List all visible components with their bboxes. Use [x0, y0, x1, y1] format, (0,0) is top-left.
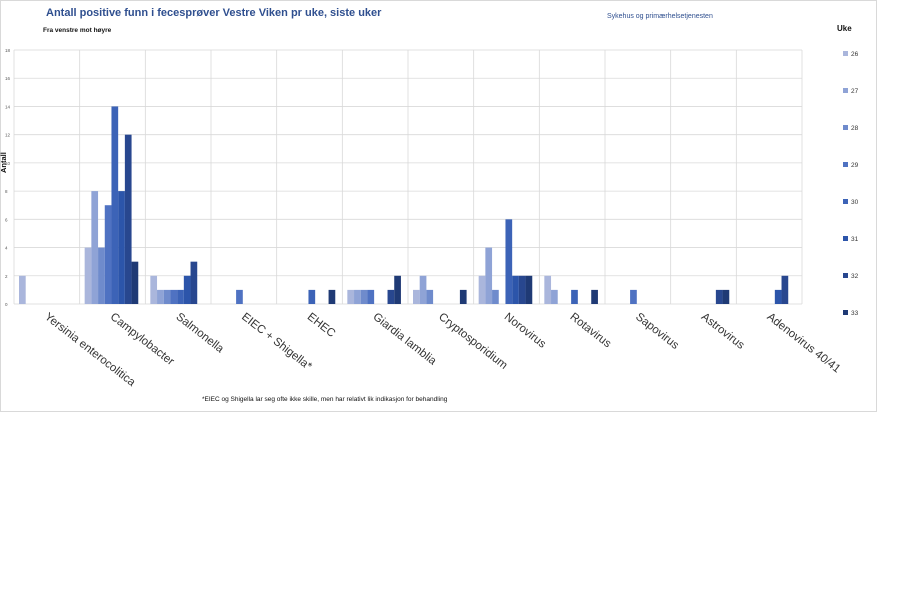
legend-title: Uke: [837, 24, 852, 33]
y-tick-label: 18: [5, 48, 11, 53]
bar: [571, 289, 578, 304]
y-tick-label: 10: [5, 161, 11, 166]
bar: [236, 289, 243, 304]
bar: [360, 289, 368, 304]
legend-label: 28: [851, 125, 859, 132]
legend-label: 27: [851, 88, 859, 95]
bar: [715, 289, 723, 304]
bar: [426, 289, 434, 304]
bar: [354, 289, 361, 304]
chart-title: Antall positive funn i fecesprøver Vestr…: [46, 7, 382, 19]
bar: [492, 289, 499, 304]
footnote: *EIEC og Shigella lar seg ofte ikke skil…: [202, 396, 448, 403]
category-label: Salmonella: [173, 311, 226, 356]
legend-swatch: [843, 199, 848, 204]
bar: [478, 275, 486, 304]
bar: [781, 275, 789, 304]
legend-swatch: [843, 51, 848, 56]
bar: [505, 219, 513, 304]
bar: [394, 275, 401, 304]
bar: [131, 261, 139, 304]
bar: [124, 134, 132, 304]
legend-label: 26: [851, 51, 859, 58]
bar: [525, 275, 533, 304]
legend-swatch: [843, 273, 848, 278]
bar: [367, 289, 375, 304]
bar: [84, 247, 92, 304]
bar: [170, 289, 178, 304]
legend-swatch: [843, 310, 848, 315]
category-label: Astrovirus: [699, 311, 747, 352]
legend-swatch: [843, 88, 848, 93]
y-tick-label: 8: [5, 189, 8, 194]
y-tick-label: 0: [5, 302, 8, 307]
bar: [190, 261, 198, 304]
bar: [774, 289, 782, 304]
bar: [177, 289, 184, 304]
legend-swatch: [843, 236, 848, 241]
category-label: EHEC: [305, 311, 338, 340]
bar: [591, 289, 598, 304]
bar: [98, 247, 105, 304]
bar: [163, 289, 171, 304]
legend-swatch: [843, 125, 848, 130]
bar: [722, 289, 730, 304]
legend-label: 31: [851, 236, 859, 243]
bar: [104, 205, 112, 304]
bar: [347, 289, 355, 304]
bar: [419, 275, 427, 304]
bar: [630, 289, 637, 304]
bar: [485, 247, 493, 304]
bar: [413, 289, 420, 304]
y-tick-label: 6: [5, 217, 8, 222]
y-tick-label: 12: [5, 133, 11, 138]
category-label: Rotavirus: [567, 311, 613, 351]
bar: [183, 275, 191, 304]
y-tick-label: 14: [5, 104, 11, 109]
legend-label: 33: [851, 310, 859, 317]
legend-swatch: [843, 162, 848, 167]
category-label: Cryptosporidium: [436, 311, 509, 372]
category-label: Adenovirus 40/41: [764, 311, 842, 376]
bar: [19, 275, 26, 304]
bar: [551, 289, 558, 304]
chart-subtitle: Fra venstre mot høyre: [43, 27, 112, 34]
category-label: Sapovirus: [633, 311, 681, 352]
y-tick-label: 16: [5, 76, 11, 81]
category-label: EIEC + Shigella*: [239, 311, 314, 373]
bar: [91, 191, 99, 304]
bar: [518, 275, 526, 304]
chart-frame: Antall positive funn i fecesprøver Vestr…: [0, 0, 877, 412]
category-label: Giardia lamblia: [370, 311, 438, 368]
org-label: Sykehus og primærhelsetjenesten: [607, 13, 713, 20]
bar: [459, 289, 467, 304]
bar: [308, 289, 316, 304]
bar: [512, 275, 519, 304]
legend-label: 29: [851, 162, 859, 169]
category-label: Campylobacter: [108, 311, 176, 368]
bar: [150, 275, 158, 304]
bar: [328, 289, 336, 304]
y-tick-label: 2: [5, 274, 8, 279]
bar: [387, 289, 395, 304]
bar: [118, 191, 125, 304]
bar: [157, 289, 164, 304]
bar: [111, 106, 119, 304]
category-label: Norovirus: [502, 311, 548, 351]
legend-label: 30: [851, 199, 859, 206]
legend-label: 32: [851, 273, 859, 280]
y-tick-label: 4: [5, 246, 8, 251]
bar: [544, 275, 552, 304]
